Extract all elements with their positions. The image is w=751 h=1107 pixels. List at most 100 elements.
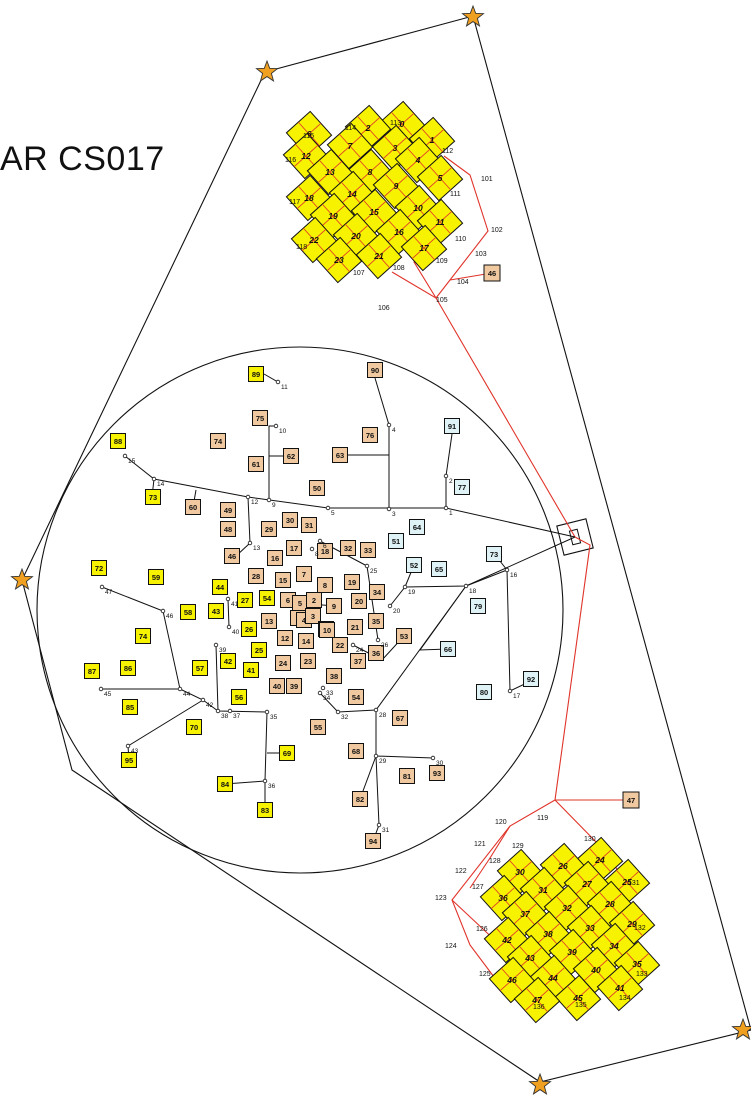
lba-tile-10: 10 [320, 623, 335, 638]
junction-label: 11 [281, 384, 288, 391]
lba-tile-label: 53 [400, 632, 408, 641]
junction-label: 35 [270, 714, 278, 721]
lba-tile-label: 20 [355, 597, 363, 606]
lba-tile-label: 61 [252, 460, 260, 469]
junction-node: 10 [274, 424, 286, 435]
hba-port-label: 130 [584, 836, 596, 843]
lba-tile-label: 54 [352, 693, 361, 702]
junction-label: 41 [231, 601, 239, 608]
lba-tile-label: 23 [304, 657, 312, 666]
lba-tile-label: 2 [312, 596, 316, 605]
lba-tile-label: 91 [448, 422, 456, 431]
hba-tile-label: 41 [614, 983, 625, 993]
lba-tile-8: 8 [318, 578, 333, 593]
hba-port-label: 103 [475, 251, 487, 258]
lba-tile-label: 58 [184, 608, 192, 617]
hba-tile-label: 34 [609, 941, 619, 951]
lba-tile-51: 51 [389, 534, 404, 549]
lba-tile-label: 30 [286, 516, 294, 525]
lba-tile-73: 73 [487, 547, 502, 562]
lba-tile-label: 40 [273, 682, 281, 691]
lba-tile-63: 63 [333, 448, 348, 463]
hba-port-label: 109 [436, 258, 448, 265]
hba-port-label: 126 [476, 926, 488, 933]
junction-label: 44 [183, 691, 191, 698]
lba-tile-22: 22 [333, 638, 348, 653]
lba-tile-91: 91 [445, 419, 460, 434]
lba-tile-label: 43 [212, 607, 220, 616]
junction-label: 20 [393, 608, 401, 615]
lba-tile-label: 28 [252, 572, 260, 581]
star-icon-corner-north-1 [257, 61, 278, 81]
hba-field-north: 0123456789101112131415161718192021222310… [283, 101, 502, 312]
lba-tile-2: 2 [307, 593, 322, 608]
lba-tile-label: 64 [413, 523, 422, 532]
lba-tile-label: 46 [228, 552, 236, 561]
lba-tile-67: 67 [393, 711, 408, 726]
lba-tile-93: 93 [430, 766, 445, 781]
lba-tile-39: 39 [287, 679, 302, 694]
lba-tile-60: 60 [186, 500, 201, 515]
junction-node: 42 [201, 698, 213, 709]
hba-tile-label: 44 [547, 973, 558, 983]
lba-cable [420, 586, 466, 650]
lba-tile-label: 83 [261, 806, 269, 815]
lba-tile-label: 59 [152, 573, 160, 582]
junction-label: 3 [392, 511, 396, 518]
lba-tile-17: 17 [287, 541, 302, 556]
hba-tile-label: 16 [394, 227, 404, 237]
lba-tile-65: 65 [432, 562, 447, 577]
lba-tile-label: 55 [314, 723, 322, 732]
lba-tile-84: 84 [218, 777, 233, 792]
junction-label: 32 [341, 714, 349, 721]
lba-tile-14: 14 [299, 634, 314, 649]
junction-label: 26 [381, 642, 389, 649]
lba-cable [216, 645, 218, 711]
lba-tile-label: 80 [480, 688, 488, 697]
hba-tile-label: 32 [562, 903, 572, 913]
lba-tile-label: 87 [88, 667, 96, 676]
junction-label: 46 [166, 613, 174, 620]
hba-tile-label: 17 [419, 243, 430, 253]
junction-node: 46 [161, 609, 173, 620]
hba-tile-label: 46 [506, 975, 517, 985]
hba-tile-label: 23 [333, 255, 344, 265]
station-title: AR CS017 [0, 140, 165, 179]
hba-port-label: 107 [353, 270, 365, 277]
junction-label: 30 [436, 760, 444, 767]
lba-tile-label: 93 [433, 769, 441, 778]
hba-port-label: 127 [472, 884, 484, 891]
lba-tile-38: 38 [327, 669, 342, 684]
lba-tile-50: 50 [310, 481, 325, 496]
lba-tile-48: 48 [221, 522, 236, 537]
hba-port-label: 106 [378, 305, 390, 312]
junction-label: 42 [206, 702, 214, 709]
lba-tile-label: 51 [392, 537, 400, 546]
lba-tile-label: 42 [224, 657, 232, 666]
lba-tile-56: 56 [232, 690, 247, 705]
hba-tile-label: 18 [304, 193, 314, 203]
hba-port-label: 122 [455, 868, 467, 875]
junction-label: 10 [279, 428, 287, 435]
side-tile-label: 46 [488, 269, 496, 278]
lba-tile-label: 50 [313, 484, 321, 493]
hba-tile-label: 20 [350, 231, 361, 241]
lba-tile-74: 74 [136, 629, 151, 644]
lba-tile-label: 36 [372, 649, 380, 658]
lba-tile-75: 75 [253, 411, 268, 426]
hba-tile-label: 31 [538, 885, 548, 895]
junction-label: 38 [221, 713, 229, 720]
hba-tile-label: 42 [501, 935, 512, 945]
lba-tile-94: 94 [366, 834, 381, 849]
hba-field-south: 2425262728293031323334353637383940414243… [435, 815, 660, 1023]
lba-tile-label: 70 [190, 723, 198, 732]
star-icon-corner-west [12, 569, 33, 589]
lba-tile-label: 10 [323, 626, 331, 635]
lba-tile-89: 89 [249, 367, 264, 382]
lba-tile-label: 82 [356, 795, 364, 804]
hba-tile-label: 35 [632, 959, 642, 969]
junction-label: 16 [510, 572, 518, 579]
lba-tile-label: 94 [369, 837, 378, 846]
lba-tile-32: 32 [341, 541, 356, 556]
lba-tile-label: 15 [279, 576, 287, 585]
